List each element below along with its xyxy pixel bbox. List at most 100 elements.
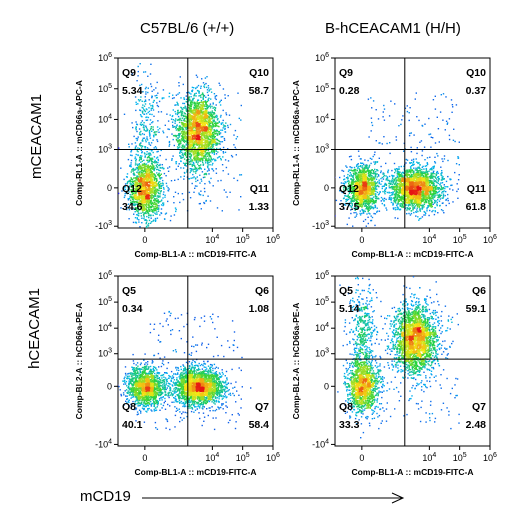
event-dot xyxy=(195,170,198,172)
event-dot xyxy=(213,153,215,156)
event-dot xyxy=(383,172,385,175)
event-dot xyxy=(171,121,174,123)
event-dot xyxy=(432,184,434,186)
event-dot xyxy=(157,199,159,201)
event-dot xyxy=(179,141,182,143)
event-dot xyxy=(195,138,197,140)
event-dot xyxy=(352,225,354,227)
event-dot xyxy=(184,136,186,139)
event-dot xyxy=(204,154,206,156)
event-dot xyxy=(199,138,201,141)
event-dot xyxy=(215,129,218,131)
event-dot xyxy=(393,162,396,165)
event-dot xyxy=(345,186,347,188)
event-dot xyxy=(201,121,203,123)
event-dot xyxy=(413,134,415,136)
event-dot xyxy=(351,204,353,206)
event-dot xyxy=(160,111,163,113)
event-dot xyxy=(219,100,221,103)
event-dot xyxy=(386,142,388,145)
event-dot xyxy=(434,199,436,202)
event-dot xyxy=(140,149,143,151)
event-dot xyxy=(142,184,144,187)
event-dot xyxy=(207,85,210,87)
event-dot xyxy=(138,159,141,162)
event-dot xyxy=(151,186,154,188)
event-dot xyxy=(135,210,138,212)
event-dot xyxy=(202,98,204,100)
event-dot xyxy=(199,158,201,160)
event-dot xyxy=(192,136,194,138)
event-dot xyxy=(190,129,192,132)
event-dot xyxy=(208,145,210,147)
event-dot xyxy=(134,192,136,195)
event-dot xyxy=(143,179,145,181)
event-dot xyxy=(235,154,237,156)
event-dot xyxy=(215,95,218,97)
event-dot xyxy=(148,173,150,175)
event-dot xyxy=(204,132,206,135)
event-dot xyxy=(161,199,163,201)
event-dot xyxy=(202,132,204,135)
event-dot xyxy=(220,159,222,161)
event-dot xyxy=(125,176,128,178)
event-dot xyxy=(146,165,149,167)
event-dot xyxy=(203,157,205,159)
event-dot xyxy=(181,156,184,159)
event-dot xyxy=(190,155,192,157)
event-dot xyxy=(188,121,191,123)
event-dot xyxy=(199,115,201,117)
event-dot xyxy=(166,185,168,187)
event-dot xyxy=(143,205,145,208)
event-dot xyxy=(454,140,456,143)
event-dot xyxy=(211,125,213,127)
event-dot xyxy=(208,111,210,113)
event-dot xyxy=(189,147,191,149)
event-dot xyxy=(154,131,156,133)
event-dot xyxy=(375,161,377,163)
event-dot xyxy=(156,163,159,166)
event-dot xyxy=(382,190,384,193)
event-dot xyxy=(221,164,224,166)
event-dot xyxy=(155,213,157,215)
event-dot xyxy=(180,106,182,109)
event-dot xyxy=(344,187,347,189)
event-dot xyxy=(376,198,378,200)
event-dot xyxy=(149,113,151,115)
event-dot xyxy=(201,122,203,124)
event-dot xyxy=(182,153,184,155)
event-dot xyxy=(211,127,213,129)
event-dot xyxy=(145,226,148,228)
event-dot xyxy=(204,135,207,137)
event-dot xyxy=(440,194,442,196)
event-dot xyxy=(390,194,393,196)
event-dot xyxy=(145,93,147,95)
event-dot xyxy=(129,165,132,167)
event-dot xyxy=(147,198,149,200)
event-dot xyxy=(204,141,206,143)
event-dot xyxy=(207,98,209,101)
event-dot xyxy=(148,200,150,203)
event-dot xyxy=(140,161,142,163)
event-dot xyxy=(196,105,199,108)
event-dot xyxy=(145,197,147,199)
event-dot xyxy=(209,132,211,134)
event-dot xyxy=(188,92,191,94)
event-dot xyxy=(221,210,223,212)
event-dot xyxy=(378,182,380,185)
event-dot xyxy=(140,121,142,124)
event-dot xyxy=(192,135,195,137)
event-dot xyxy=(153,147,155,149)
event-dot xyxy=(210,158,212,160)
event-dot xyxy=(139,205,141,208)
event-dot xyxy=(206,89,209,91)
event-dot xyxy=(146,202,148,204)
event-dot xyxy=(222,151,224,153)
event-dot xyxy=(154,193,156,196)
event-dot xyxy=(432,181,434,184)
event-dot xyxy=(212,126,215,128)
event-dot xyxy=(413,211,415,214)
event-dot xyxy=(188,155,191,158)
event-dot xyxy=(457,156,459,158)
event-dot xyxy=(200,120,202,122)
